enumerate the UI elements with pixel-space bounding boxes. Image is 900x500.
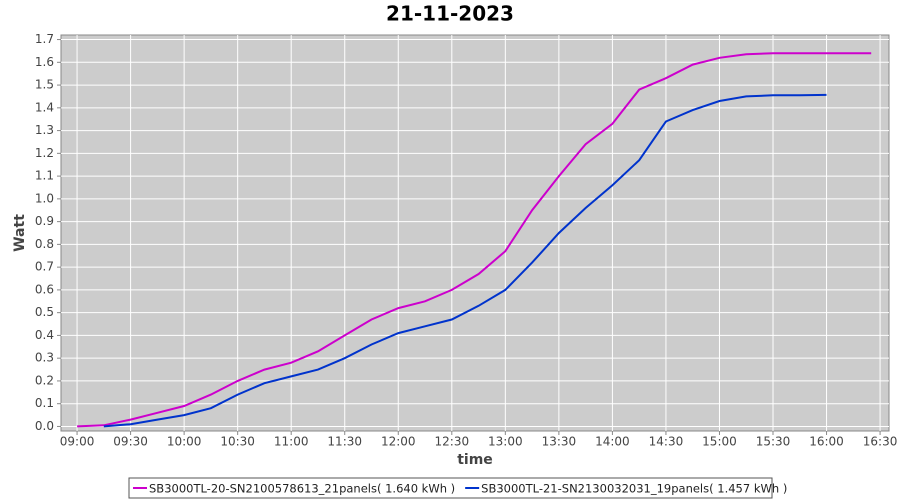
series-line — [77, 52, 872, 428]
x-tick-label: 10:00 — [167, 435, 202, 449]
x-tick-label: 10:30 — [220, 435, 255, 449]
chart-title: 21-11-2023 — [386, 2, 514, 26]
plot-area — [60, 34, 890, 432]
x-tick-label: 14:00 — [595, 435, 630, 449]
y-tick-label: 1.5 — [35, 78, 54, 92]
y-tick-label: 0.7 — [35, 260, 54, 274]
y-tick-label: 0.4 — [35, 328, 54, 342]
y-tick-label: 0.6 — [35, 282, 54, 296]
x-tick-label: 12:00 — [381, 435, 416, 449]
x-tick-label: 12:30 — [435, 435, 470, 449]
y-tick-label: 1.4 — [35, 100, 54, 114]
y-tick-label: 0.1 — [35, 396, 54, 410]
x-tick-label: 09:00 — [60, 435, 95, 449]
y-tick-label: 0.0 — [35, 419, 54, 433]
x-tick-label: 09:30 — [113, 435, 148, 449]
y-tick-label: 1.1 — [35, 169, 54, 183]
y-tick-label: 0.3 — [35, 351, 54, 365]
x-tick-label: 16:00 — [809, 435, 844, 449]
x-tick-label: 15:30 — [756, 435, 791, 449]
series-line — [103, 93, 827, 428]
x-tick-label: 15:00 — [702, 435, 737, 449]
x-tick-label: 14:30 — [649, 435, 684, 449]
y-axis-label: Watt — [12, 214, 28, 252]
y-tick-label: 1.0 — [35, 191, 54, 205]
x-tick-label: 11:00 — [274, 435, 309, 449]
y-tick-label: 0.8 — [35, 237, 54, 251]
y-tick-label: 1.3 — [35, 123, 54, 137]
y-tick-label: 1.2 — [35, 146, 54, 160]
legend — [128, 477, 773, 499]
x-axis-label: time — [457, 452, 493, 468]
y-tick-label: 0.2 — [35, 373, 54, 387]
y-tick-label: 0.9 — [35, 214, 54, 228]
x-tick-label: 13:30 — [542, 435, 577, 449]
legend-label: SB3000TL-21-SN2130032031_19panels( 1.457… — [481, 482, 787, 496]
x-tick-label: 16:30 — [863, 435, 898, 449]
y-tick-label: 0.5 — [35, 305, 54, 319]
legend-label: SB3000TL-20-SN2100578613_21panels( 1.640… — [149, 482, 455, 496]
y-tick-label: 1.7 — [35, 32, 54, 46]
y-tick-label: 1.6 — [35, 55, 54, 69]
x-tick-label: 13:00 — [488, 435, 523, 449]
x-tick-label: 11:30 — [327, 435, 362, 449]
